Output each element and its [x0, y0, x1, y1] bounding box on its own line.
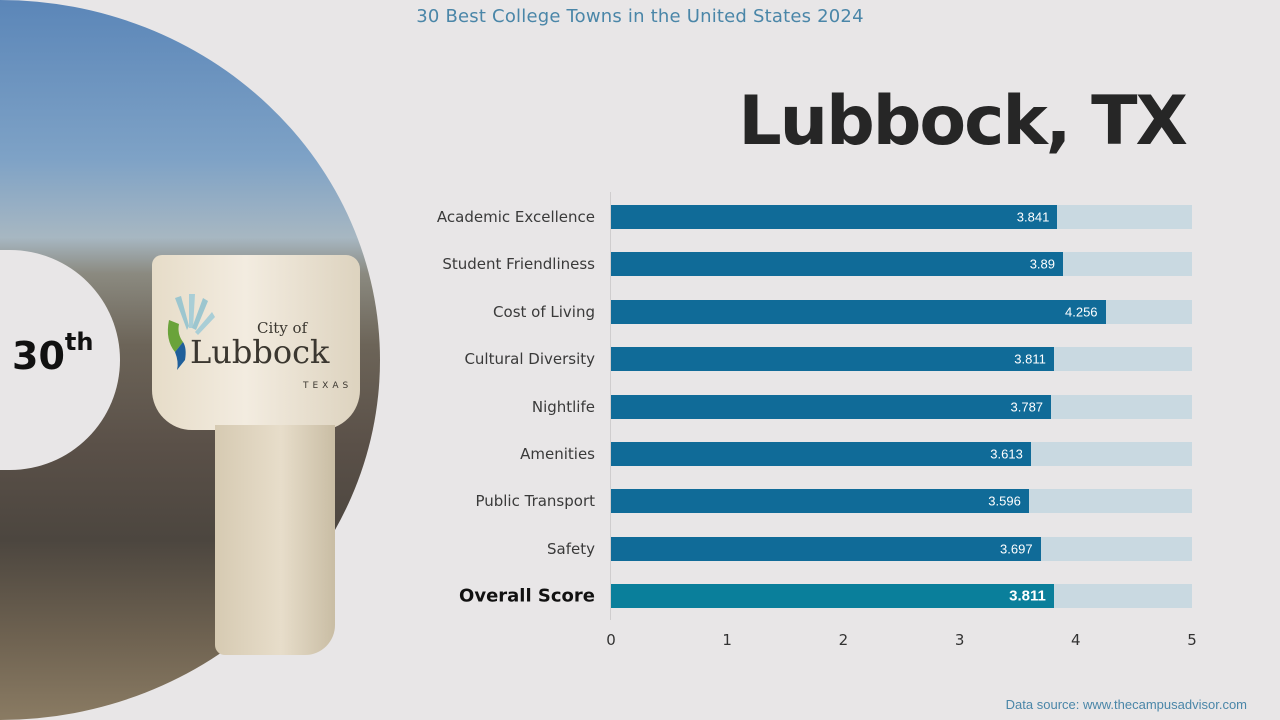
city-title: Lubbock, TX — [738, 82, 1188, 161]
bar-nightlife — [611, 394, 1052, 419]
category-label-safety: Safety — [547, 539, 595, 558]
value-label-overall-score: 3.811 — [1009, 587, 1046, 605]
category-label-cost-of-living: Cost of Living — [493, 302, 595, 321]
category-label-public-transport: Public Transport — [475, 492, 595, 511]
bar-overall-score — [611, 584, 1054, 609]
x-tick-label: 4 — [1071, 631, 1081, 649]
bar-public-transport — [611, 489, 1029, 514]
sign-state-text: TEXAS — [303, 381, 353, 391]
x-tick-label: 3 — [954, 631, 965, 649]
category-label-nightlife: Nightlife — [531, 397, 595, 416]
bar-safety — [611, 536, 1041, 561]
rank-suffix: th — [64, 328, 94, 356]
x-tick-label: 2 — [838, 631, 849, 649]
value-label-public-transport: 3.596 — [988, 493, 1021, 509]
value-label-student-friendliness: 3.89 — [1029, 256, 1056, 272]
bar-student-friendliness — [611, 252, 1064, 277]
water-tower-tank — [152, 255, 360, 430]
y-axis-line — [610, 192, 611, 620]
value-label-cultural-diversity: 3.811 — [1014, 351, 1046, 367]
value-label-academic-excellence: 3.841 — [1016, 209, 1050, 225]
chart-title: 30 Best College Towns in the United Stat… — [416, 6, 864, 27]
data-source: Data source: www.thecampusadvisor.com — [1005, 697, 1247, 712]
value-label-nightlife: 3.787 — [1010, 399, 1044, 415]
rank-label: 30th — [12, 328, 93, 378]
x-tick-label: 1 — [722, 631, 732, 649]
value-label-amenities: 3.613 — [990, 446, 1023, 462]
rank-number: 30 — [12, 334, 65, 378]
x-tick-label: 5 — [1187, 631, 1197, 649]
category-label-overall-score: Overall Score — [459, 585, 595, 607]
category-label-student-friendliness: Student Friendliness — [442, 255, 595, 274]
bar-cost-of-living — [611, 299, 1106, 324]
category-label-academic-excellence: Academic Excellence — [436, 208, 595, 226]
city-logo-icon — [167, 294, 215, 370]
category-label-cultural-diversity: Cultural Diversity — [464, 350, 595, 369]
sign-small-text: City of — [257, 319, 308, 337]
sign-big-text: Lubbock — [190, 333, 330, 371]
bar-academic-excellence — [611, 205, 1058, 229]
bar-cultural-diversity — [611, 347, 1054, 372]
water-tower-base — [215, 425, 335, 655]
bar-amenities — [611, 442, 1031, 466]
value-label-cost-of-living: 4.256 — [1065, 304, 1098, 320]
value-label-safety: 3.697 — [1000, 541, 1033, 557]
x-tick-label: 0 — [606, 631, 616, 649]
category-label-amenities: Amenities — [520, 445, 595, 463]
